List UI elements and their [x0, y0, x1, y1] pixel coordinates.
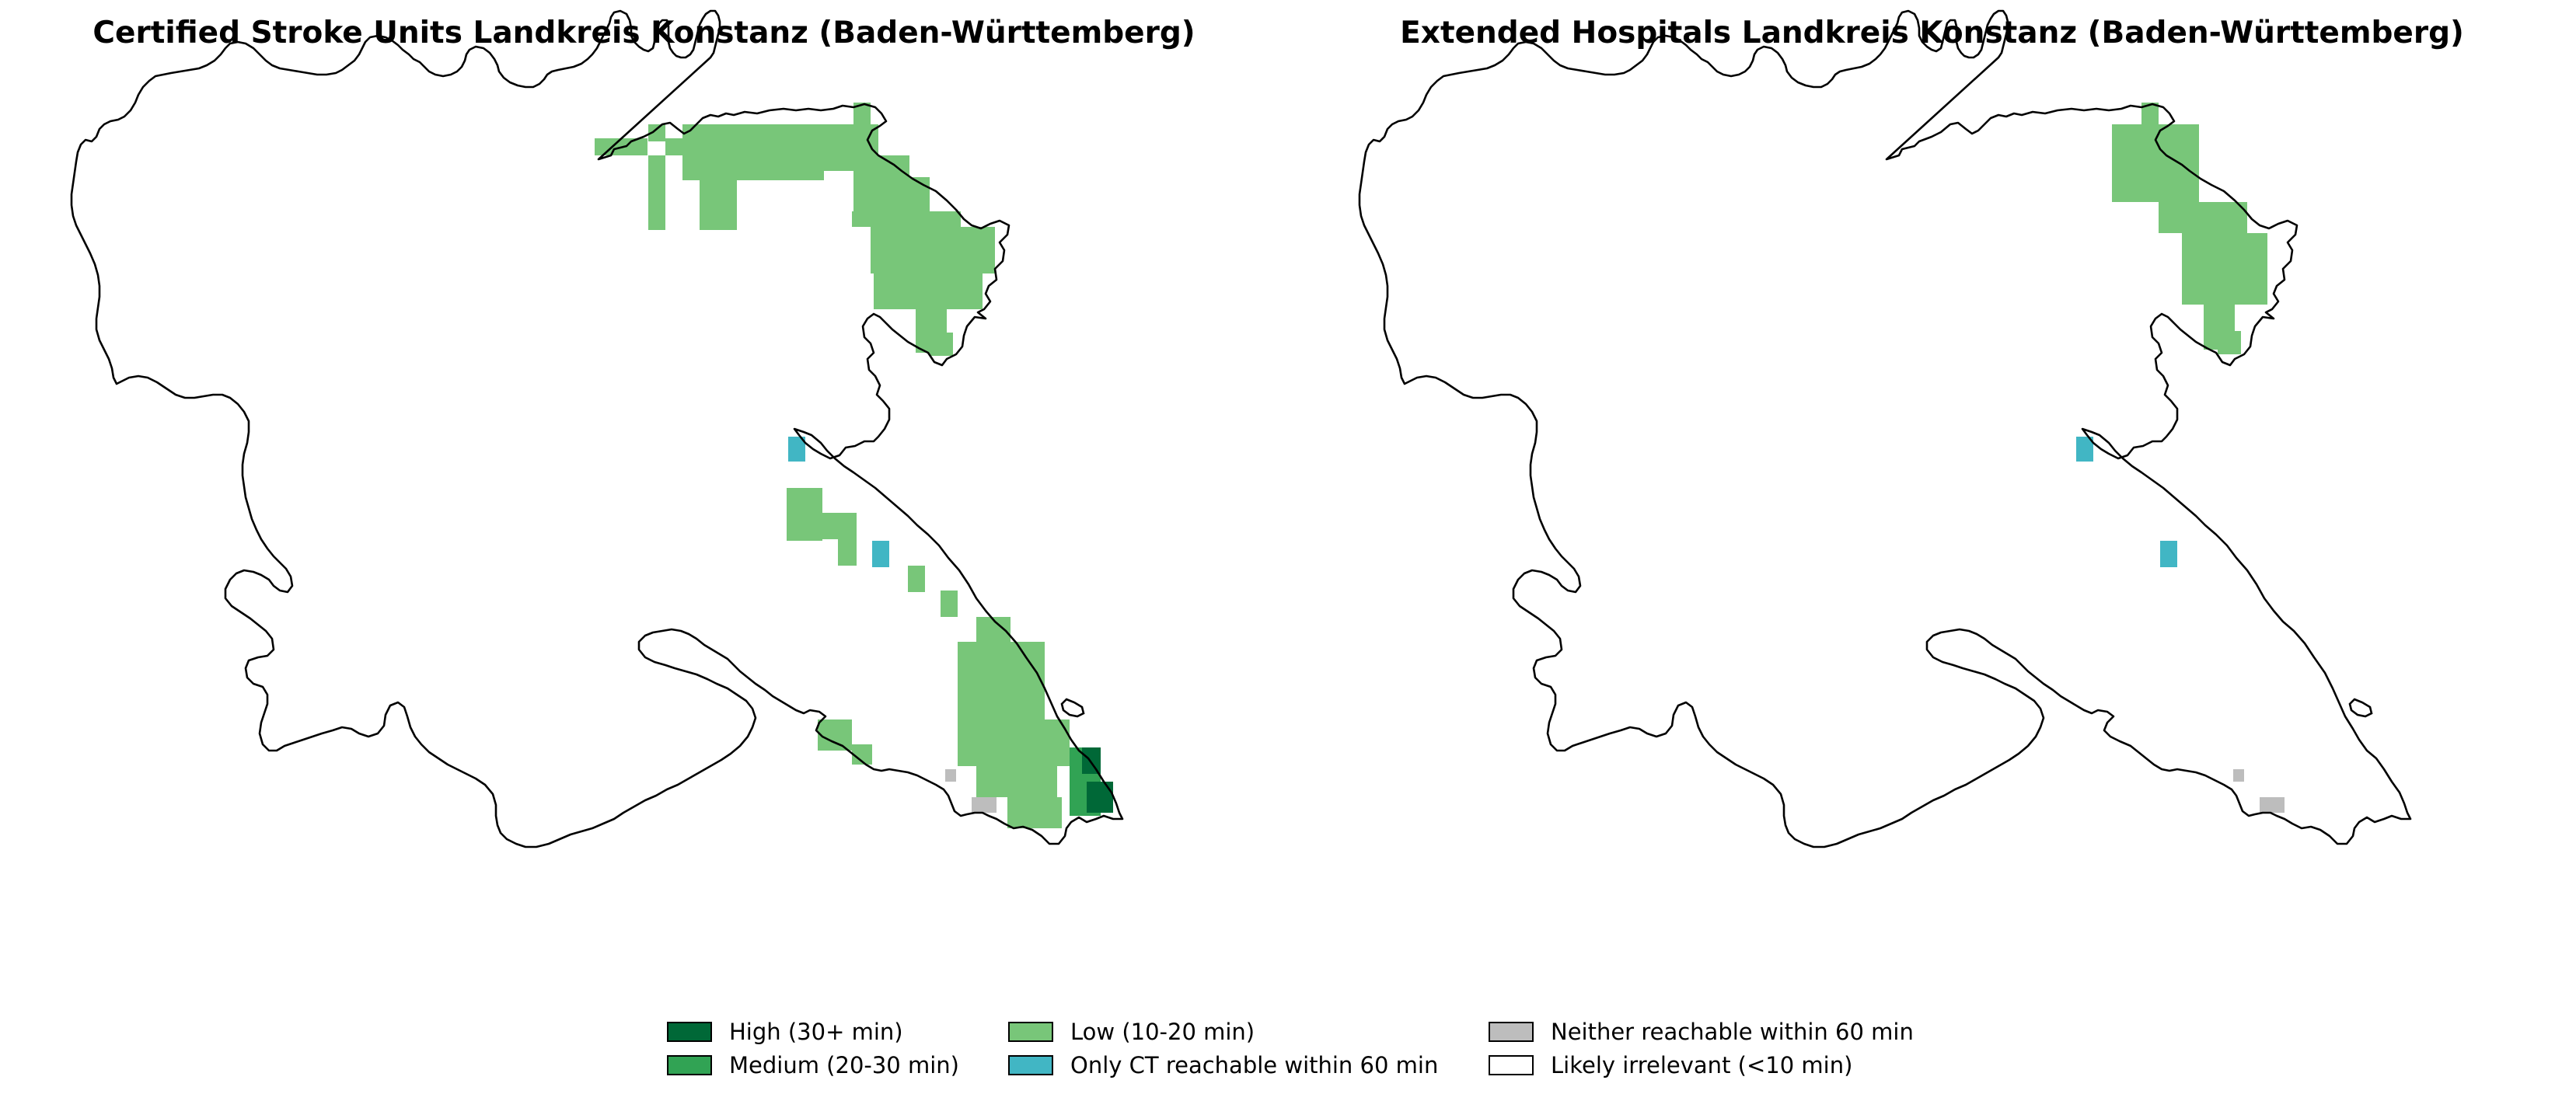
district-boundary: [1358, 9, 2412, 848]
map-cell-low: [958, 642, 1045, 719]
legend-label-medium: Medium (20-30 min): [729, 1052, 959, 1078]
map-cell-low: [1007, 797, 1062, 828]
district-map-certified: [70, 9, 1124, 848]
legend-label-high: High (30+ min): [729, 1019, 903, 1045]
map-title: Certified Stroke Units Landkreis Konstan…: [92, 16, 1196, 51]
legend-swatch-low: [1008, 1022, 1053, 1042]
map-cell-low: [852, 211, 961, 227]
map-cell-ct-only: [2160, 541, 2177, 567]
map-cell-neither: [2260, 797, 2285, 813]
map-cell-low: [700, 180, 737, 230]
legend-label-irrelevant: Likely irrelevant (<10 min): [1551, 1052, 1853, 1078]
map-cell-low: [2141, 103, 2159, 124]
legend-swatch-neither: [1489, 1022, 1534, 1042]
map-cell-ct-only: [872, 541, 889, 567]
lake-island-boundary: [1060, 698, 1085, 718]
map-cell-low: [737, 155, 824, 180]
legend-swatch-irrelevant: [1489, 1055, 1534, 1075]
map-cell-low: [682, 124, 706, 155]
legend-item-neither: Neither reachable within 60 min: [1489, 1015, 1914, 1049]
legend-swatch-ct-only: [1008, 1055, 1053, 1075]
map-cells: [2076, 103, 2285, 813]
map-title: Extended Hospitals Landkreis Konstanz (B…: [1400, 16, 2464, 51]
map-cell-low: [958, 719, 1070, 766]
map-cell-low: [2112, 124, 2199, 202]
map-cell-high: [1087, 782, 1113, 813]
map-cell-low: [648, 124, 665, 141]
legend-item-irrelevant: Likely irrelevant (<10 min): [1489, 1048, 1852, 1082]
map-cell-low: [930, 333, 953, 356]
map-cell-low: [2182, 233, 2267, 305]
lake-island-boundary: [2348, 698, 2373, 718]
map-cell-low: [976, 766, 1057, 797]
district-boundary: [70, 9, 1124, 848]
legend-item-ct-only: Only CT reachable within 60 min: [1008, 1048, 1438, 1082]
map-cell-low: [874, 274, 983, 309]
map-cell-low: [648, 155, 665, 230]
map-cell-ct-only: [788, 437, 805, 462]
legend-label-neither: Neither reachable within 60 min: [1551, 1019, 1914, 1045]
map-cell-low: [2218, 331, 2241, 354]
map-panel-extended-hospitals: Extended Hospitals Landkreis Konstanz (B…: [1288, 0, 2576, 971]
map-cell-high: [1082, 747, 1101, 774]
map-cells: [595, 103, 1113, 828]
district-map-extended: [1358, 9, 2412, 848]
legend-item-medium: Medium (20-30 min): [667, 1048, 959, 1082]
map-cell-ct-only: [2076, 437, 2093, 462]
legend-item-high: High (30+ min): [667, 1015, 903, 1049]
legend-label-ct-only: Only CT reachable within 60 min: [1070, 1052, 1439, 1078]
map-panel-certified-stroke-units: Certified Stroke Units Landkreis Konstan…: [0, 0, 1288, 971]
legend-swatch-medium: [667, 1055, 712, 1075]
map-cell-low: [818, 719, 852, 751]
map-cell-low: [853, 103, 871, 124]
map-cell-low: [787, 488, 822, 541]
map-cell-low: [665, 138, 682, 155]
map-cell-neither: [945, 769, 956, 782]
map-cell-neither: [2233, 769, 2244, 782]
map-cell-low: [822, 513, 857, 539]
map-cell-low: [682, 155, 737, 180]
legend-swatch-high: [667, 1022, 712, 1042]
map-cell-low: [871, 227, 995, 274]
map-cell-low: [838, 539, 857, 566]
map-cell-low: [941, 591, 958, 617]
legend-item-low: Low (10-20 min): [1008, 1015, 1255, 1049]
map-cell-low: [908, 566, 925, 592]
map-cell-low: [2159, 202, 2247, 233]
map-legend: High (30+ min) Medium (20-30 min) Low (1…: [0, 1015, 2576, 1092]
legend-label-low: Low (10-20 min): [1070, 1019, 1255, 1045]
map-cell-neither: [972, 797, 997, 813]
